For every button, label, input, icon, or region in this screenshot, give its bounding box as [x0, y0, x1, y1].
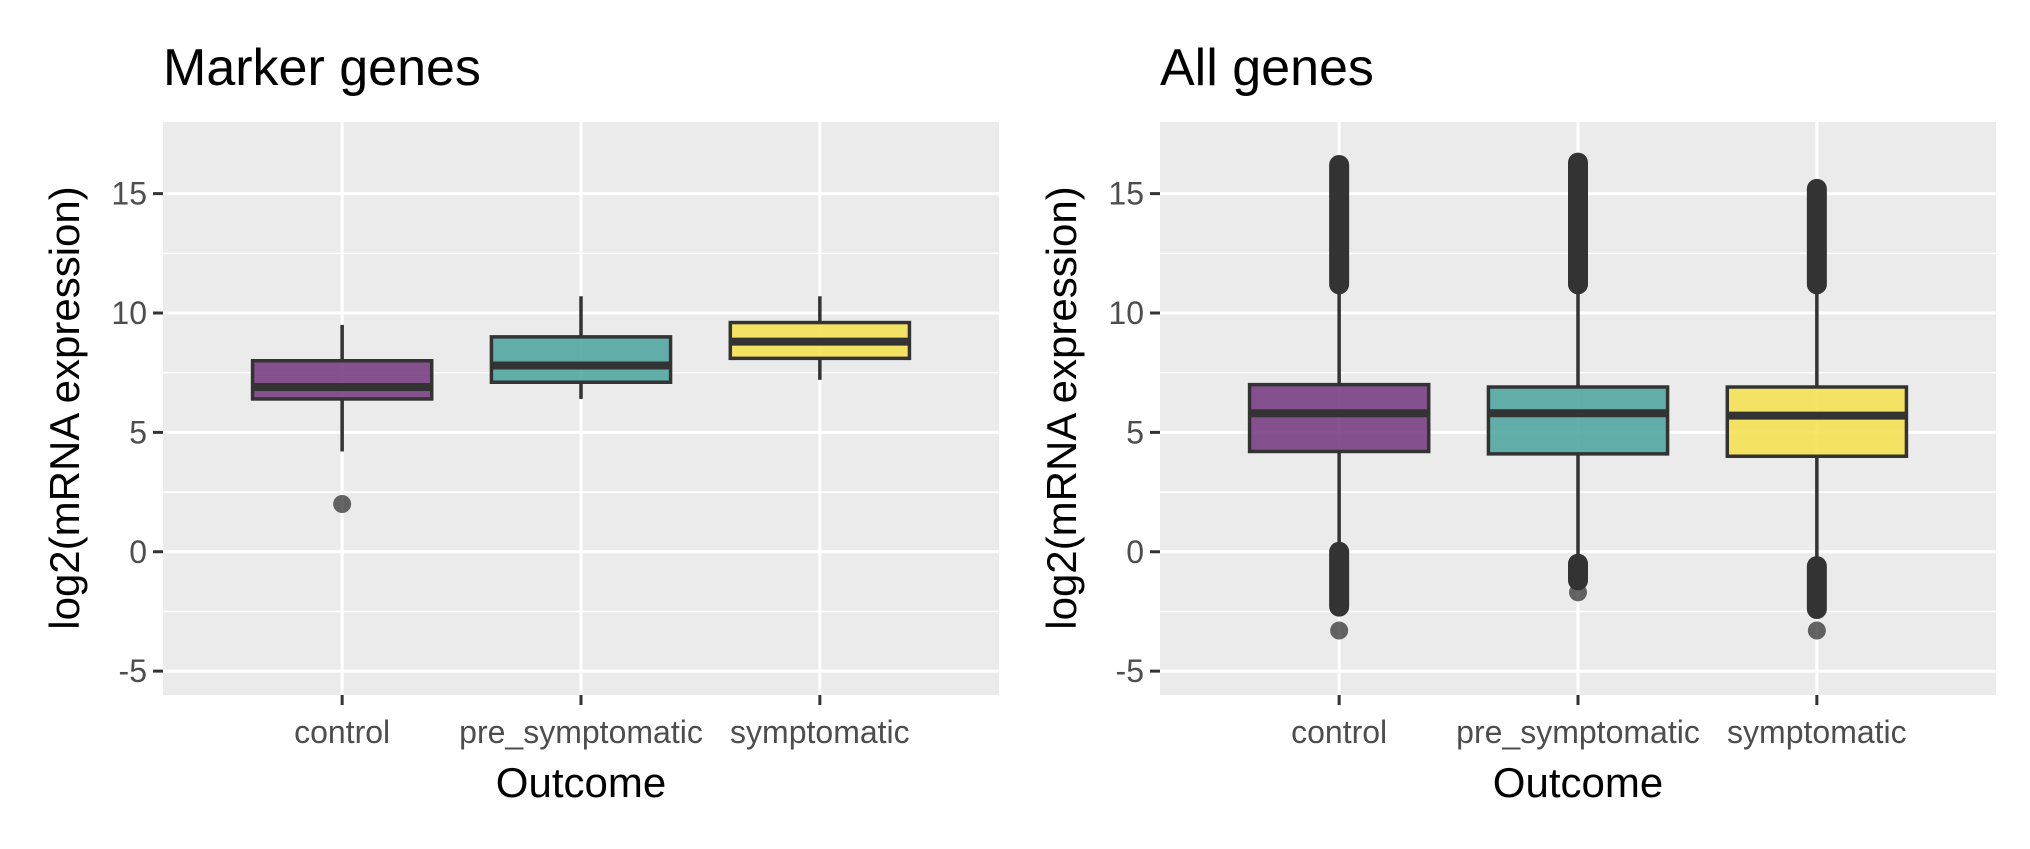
box-iqr — [1725, 385, 1909, 459]
outlier-band-low — [1329, 541, 1350, 617]
y-tick-label: 15 — [111, 176, 147, 212]
x-axis-title: Outcome — [496, 759, 666, 806]
chart-title: All genes — [1160, 39, 1374, 97]
box-control — [250, 324, 434, 513]
box-iqr — [489, 335, 673, 384]
x-tick-label: symptomatic — [730, 714, 910, 750]
outlier-point — [333, 495, 352, 513]
box-iqr — [250, 359, 434, 401]
x-axis-title: Outcome — [1493, 759, 1663, 806]
outlier-point — [1807, 621, 1826, 640]
x-tick-label: control — [294, 714, 390, 750]
box-control — [1247, 154, 1431, 640]
x-tick-label: control — [1291, 714, 1387, 750]
axes: -5 0 5 10 15 control pre_symptomatic symptomati… — [1108, 176, 1906, 750]
y-tick-label: 10 — [111, 295, 147, 331]
chart-title: Marker genes — [163, 39, 481, 97]
y-tick-label: 15 — [1108, 176, 1144, 212]
box-iqr — [1486, 385, 1670, 456]
outlier-point — [1330, 621, 1349, 640]
panel-marker-genes: Marker genes -5 0 5 10 15 control pre_symptoma… — [41, 39, 999, 806]
outlier-band-low — [1806, 556, 1827, 620]
x-tick-label: symptomatic — [1727, 714, 1907, 750]
box-pre_symptomatic — [489, 296, 673, 399]
y-tick-label: -5 — [1116, 653, 1144, 689]
y-tick-label: 5 — [129, 414, 147, 450]
boxes — [1247, 152, 1909, 640]
panel-all-genes: All genes -5 0 5 10 15 control pre_symptomatic… — [1038, 39, 1996, 806]
outlier-band-high — [1568, 152, 1588, 295]
outlier-band-high — [1806, 178, 1827, 295]
box-iqr — [1247, 382, 1431, 454]
x-tick-label: pre_symptomatic — [1456, 714, 1700, 750]
y-tick-label: 10 — [1108, 295, 1144, 331]
y-tick-label: 5 — [1126, 414, 1144, 450]
y-tick-label: -5 — [119, 653, 147, 689]
x-tick-label: pre_symptomatic — [459, 714, 703, 750]
y-axis-title: log2(mRNA expression) — [41, 186, 88, 630]
outlier-band-low — [1568, 553, 1588, 591]
boxes — [250, 296, 912, 513]
y-axis-title: log2(mRNA expression) — [1038, 186, 1085, 630]
outlier-point — [1569, 583, 1587, 602]
y-tick-label: 0 — [1126, 534, 1144, 570]
box-pre_symptomatic — [1486, 152, 1670, 602]
box-symptomatic — [1725, 178, 1909, 640]
axes: -5 0 5 10 15 control pre_symptomatic symptomati… — [111, 176, 909, 750]
y-tick-label: 0 — [129, 534, 147, 570]
box-symptomatic — [728, 296, 912, 380]
outlier-band-high — [1329, 154, 1350, 295]
